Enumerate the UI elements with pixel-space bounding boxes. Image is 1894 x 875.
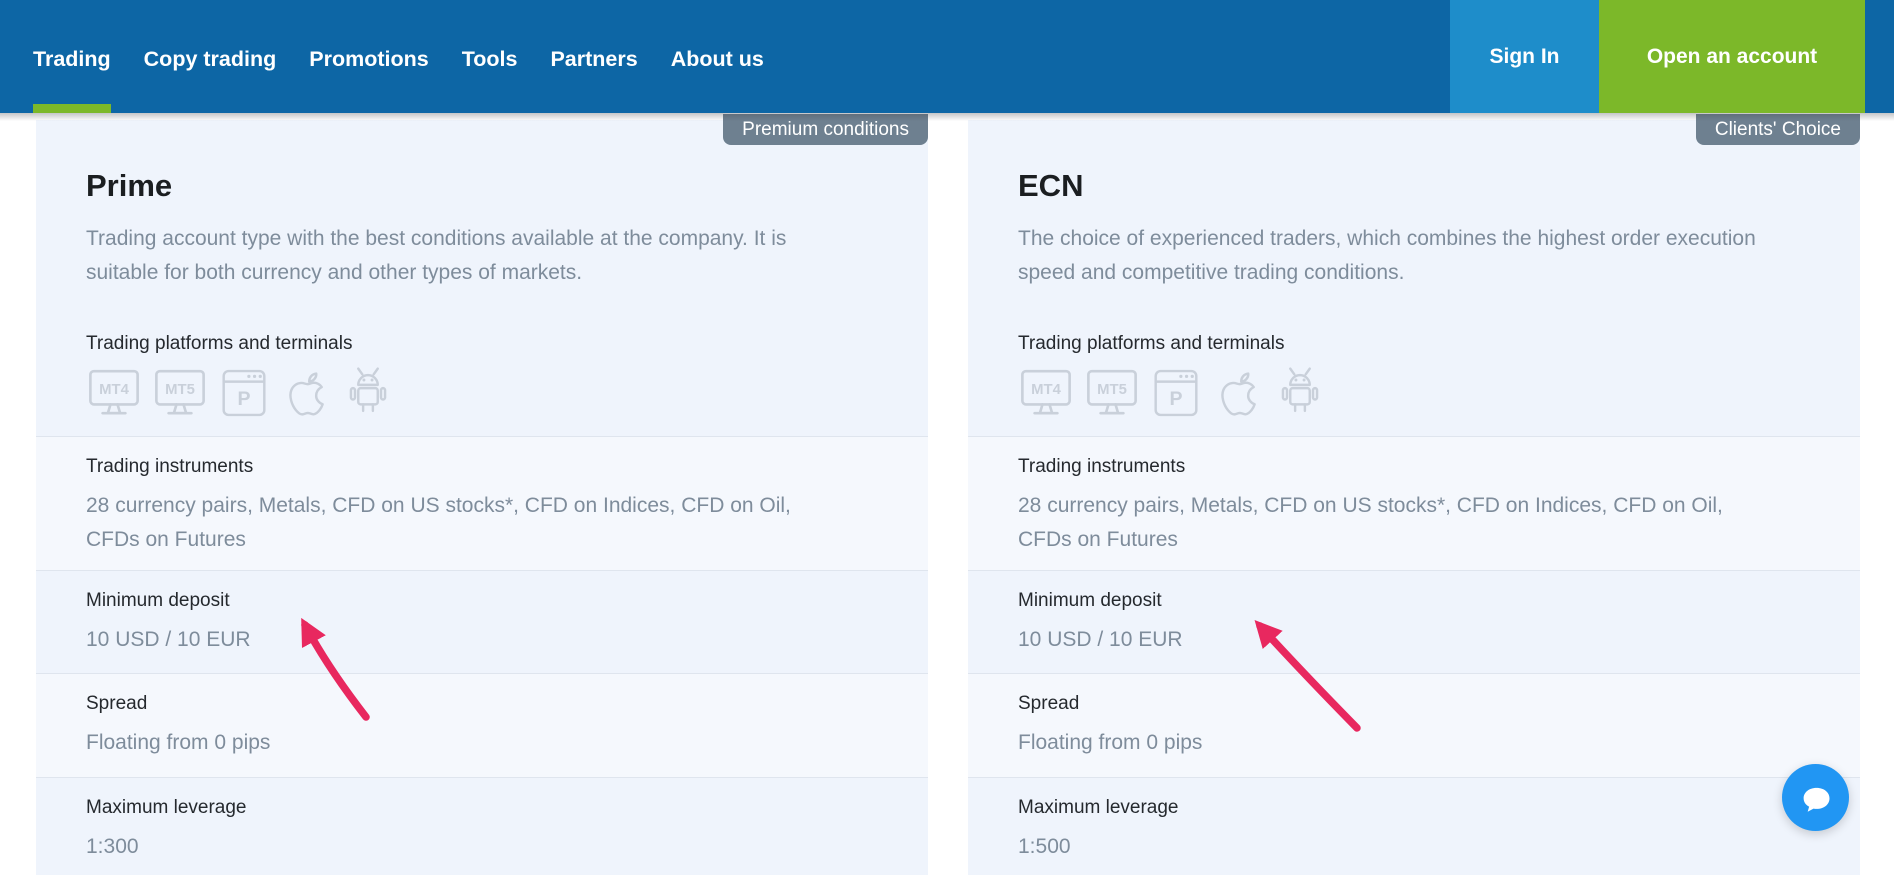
- nav-item-trading[interactable]: Trading: [33, 0, 111, 113]
- svg-text:MT4: MT4: [99, 382, 129, 398]
- android-icon: [1281, 367, 1319, 413]
- apple-icon: [289, 372, 324, 416]
- nav-item-label: Partners: [550, 47, 638, 71]
- row-trading-instruments: Trading instruments 28 currency pairs, M…: [36, 436, 928, 570]
- svg-text:MT5: MT5: [165, 382, 195, 398]
- row-trading-instruments: Trading instruments 28 currency pairs, M…: [968, 436, 1860, 570]
- row-spread: Spread Floating from 0 pips: [36, 673, 928, 777]
- chat-bubble-icon: [1803, 787, 1829, 812]
- row-value: Floating from 0 pips: [86, 731, 271, 754]
- nav-bottom-shadow: [0, 113, 1894, 121]
- svg-text:Р: Р: [1169, 388, 1182, 410]
- row-label: Spread: [1018, 693, 1080, 714]
- row-minimum-deposit: Minimum deposit 10 USD / 10 EUR: [36, 570, 928, 673]
- row-minimum-deposit: Minimum deposit 10 USD / 10 EUR: [968, 570, 1860, 673]
- nav-item-label: Copy trading: [143, 47, 277, 71]
- chat-launcher-button[interactable]: [1782, 764, 1849, 831]
- account-card-ecn: Clients' Choice ECN The choice of experi…: [968, 114, 1860, 875]
- platforms-section: Trading platforms and terminals MT4 MT5: [36, 290, 928, 436]
- r-trader-icon: Р: [1154, 369, 1198, 417]
- row-value: Floating from 0 pips: [1018, 731, 1203, 754]
- nav-item-promotions[interactable]: Promotions: [309, 0, 428, 113]
- card-header: ECN The choice of experienced traders, w…: [968, 120, 1860, 290]
- row-value: 1:500: [1018, 835, 1071, 858]
- nav-item-label: Trading: [33, 47, 111, 71]
- platforms-label: Trading platforms and terminals: [86, 333, 353, 354]
- nav-item-tools[interactable]: Tools: [462, 0, 518, 113]
- row-label: Maximum leverage: [86, 797, 247, 818]
- row-value: 28 currency pairs, Metals, CFD on US sto…: [1018, 494, 1723, 551]
- r-trader-icon: Р: [222, 369, 266, 417]
- svg-text:MT5: MT5: [1097, 382, 1127, 398]
- nav-item-about-us[interactable]: About us: [671, 0, 764, 113]
- nav-item-copy-trading[interactable]: Copy trading: [144, 0, 277, 113]
- row-label: Trading instruments: [86, 456, 254, 477]
- android-icon: [349, 367, 387, 413]
- row-label: Minimum deposit: [1018, 590, 1162, 611]
- row-value: 10 USD / 10 EUR: [1018, 628, 1183, 651]
- top-navigation-bar: Trading Copy trading Promotions Tools Pa…: [0, 0, 1894, 113]
- card-description: The choice of experienced traders, which…: [1018, 227, 1756, 284]
- sign-in-button[interactable]: Sign In: [1450, 0, 1599, 113]
- premium-conditions-badge: Premium conditions: [723, 114, 928, 145]
- nav-item-partners[interactable]: Partners: [550, 0, 637, 113]
- row-value: 28 currency pairs, Metals, CFD on US sto…: [86, 494, 791, 551]
- row-value: 10 USD / 10 EUR: [86, 628, 251, 651]
- platform-icons-row: MT4 MT5 Р: [1018, 364, 1810, 422]
- platform-icons-row: MT4 MT5 Р: [86, 364, 878, 422]
- mt5-icon: MT5: [1087, 369, 1137, 415]
- clients-choice-badge: Clients' Choice: [1695, 114, 1860, 145]
- mt4-icon: MT4: [1021, 369, 1071, 415]
- row-value: 1:300: [86, 835, 139, 858]
- row-maximum-leverage: Maximum leverage 1:500: [968, 777, 1860, 875]
- row-label: Spread: [86, 693, 148, 714]
- nav-actions: Sign In Open an account: [1450, 0, 1865, 113]
- row-maximum-leverage: Maximum leverage 1:300: [36, 777, 928, 875]
- svg-text:MT4: MT4: [1031, 382, 1061, 398]
- card-title: Prime: [86, 168, 173, 203]
- nav-item-label: About us: [670, 47, 764, 71]
- row-label: Maximum leverage: [1018, 797, 1179, 818]
- main-menu: Trading Copy trading Promotions Tools Pa…: [0, 0, 764, 113]
- card-title: ECN: [1018, 168, 1084, 203]
- row-label: Minimum deposit: [86, 590, 230, 611]
- row-spread: Spread Floating from 0 pips: [968, 673, 1860, 777]
- nav-item-label: Promotions: [309, 47, 429, 71]
- platforms-section: Trading platforms and terminals MT4 MT5: [968, 290, 1860, 436]
- mt4-icon: MT4: [89, 369, 139, 415]
- mt5-icon: MT5: [155, 369, 205, 415]
- account-card-prime: Premium conditions Prime Trading account…: [36, 114, 928, 875]
- card-description: Trading account type with the best condi…: [86, 227, 787, 284]
- platforms-label: Trading platforms and terminals: [1018, 333, 1285, 354]
- open-account-button[interactable]: Open an account: [1599, 0, 1865, 113]
- card-header: Prime Trading account type with the best…: [36, 120, 928, 290]
- nav-item-label: Tools: [461, 47, 518, 71]
- apple-icon: [1221, 372, 1256, 416]
- svg-text:Р: Р: [237, 388, 250, 410]
- active-tab-underline: [33, 104, 111, 113]
- row-label: Trading instruments: [1018, 456, 1186, 477]
